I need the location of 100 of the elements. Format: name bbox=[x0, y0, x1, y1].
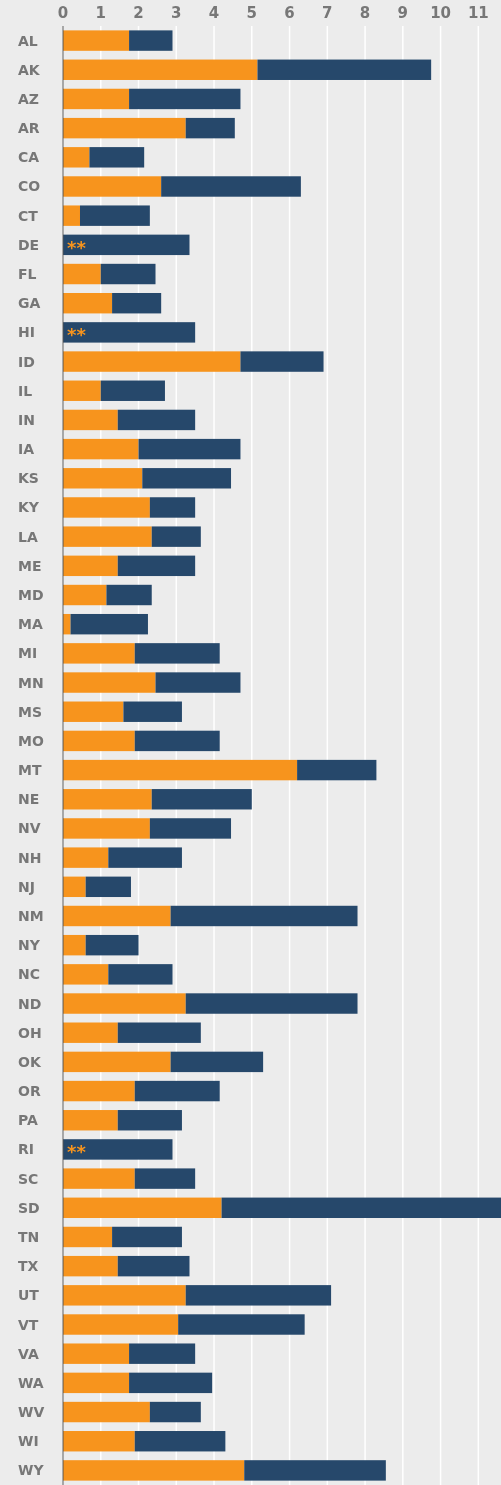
bar bbox=[63, 176, 162, 197]
bar bbox=[63, 1022, 118, 1043]
bar bbox=[63, 88, 130, 110]
bar bbox=[63, 993, 186, 1014]
y-tick-label: UT bbox=[18, 1287, 40, 1304]
bar bbox=[63, 438, 139, 460]
bar bbox=[100, 263, 156, 285]
y-tick-label: NE bbox=[18, 791, 40, 808]
y-tick-label: KS bbox=[18, 470, 39, 487]
bar bbox=[117, 555, 196, 577]
bar bbox=[63, 468, 143, 489]
bar bbox=[129, 1372, 213, 1394]
bar bbox=[63, 205, 80, 226]
y-tick-label: VT bbox=[18, 1316, 39, 1333]
bar bbox=[151, 789, 252, 810]
y-tick-label: KY bbox=[18, 499, 40, 516]
bar bbox=[63, 1285, 186, 1306]
y-tick-label: FL bbox=[18, 266, 37, 283]
y-tick-label: DE bbox=[18, 236, 40, 253]
y-tick-label: HI bbox=[18, 324, 35, 341]
y-tick-label: MS bbox=[18, 703, 43, 720]
text: ** bbox=[67, 324, 86, 346]
y-tick-label: ND bbox=[18, 995, 42, 1012]
bar bbox=[63, 1314, 179, 1335]
y-tick-label: AK bbox=[18, 61, 41, 78]
bar bbox=[63, 59, 258, 80]
bar bbox=[257, 59, 432, 80]
bar bbox=[221, 1197, 501, 1219]
y-tick-label: SC bbox=[18, 1170, 39, 1187]
bar bbox=[63, 526, 152, 547]
bar bbox=[63, 759, 298, 781]
bar bbox=[138, 438, 241, 460]
y-tick-label: AZ bbox=[18, 90, 39, 107]
y-tick-label: CA bbox=[18, 149, 40, 166]
bar bbox=[149, 497, 196, 518]
x-tick-label: 9 bbox=[397, 4, 409, 22]
bar bbox=[134, 1431, 226, 1452]
x-tick-label: 8 bbox=[359, 4, 371, 22]
bar bbox=[149, 818, 232, 839]
y-tick-label: TN bbox=[18, 1228, 40, 1245]
bar bbox=[63, 497, 150, 518]
bar bbox=[63, 117, 186, 139]
bar bbox=[170, 905, 358, 927]
bar bbox=[63, 30, 130, 51]
bar bbox=[63, 147, 90, 168]
bar bbox=[117, 409, 196, 431]
y-tick-label: NY bbox=[18, 937, 41, 954]
bar bbox=[155, 672, 241, 693]
bar bbox=[63, 847, 109, 868]
x-tick-label: 10 bbox=[430, 4, 452, 22]
bar bbox=[79, 205, 150, 226]
y-tick-label: MD bbox=[18, 587, 44, 604]
y-tick-label: VA bbox=[18, 1345, 39, 1362]
bar bbox=[63, 818, 150, 839]
bar bbox=[63, 1197, 222, 1219]
bar bbox=[63, 409, 118, 431]
bar bbox=[63, 1226, 113, 1248]
bar bbox=[63, 701, 124, 722]
bar bbox=[108, 964, 173, 985]
bar bbox=[129, 30, 173, 51]
bar bbox=[117, 1022, 201, 1043]
bar bbox=[63, 1051, 171, 1073]
bar bbox=[244, 1460, 386, 1481]
bar bbox=[161, 176, 301, 197]
bar bbox=[63, 293, 113, 314]
x-tick-label: 1 bbox=[95, 4, 106, 22]
bar bbox=[63, 1255, 118, 1277]
bar bbox=[63, 964, 109, 985]
x-tick-label: 4 bbox=[208, 4, 220, 22]
y-tick-label: NC bbox=[18, 966, 40, 983]
y-tick-label: IA bbox=[18, 441, 35, 458]
bar bbox=[134, 1168, 196, 1189]
text: ** bbox=[67, 236, 86, 258]
y-tick-label: MN bbox=[18, 674, 44, 691]
bar bbox=[63, 555, 118, 577]
bar bbox=[63, 351, 241, 372]
bar bbox=[297, 759, 377, 781]
y-tick-label: NJ bbox=[18, 878, 35, 895]
x-tick-label: 5 bbox=[246, 4, 258, 22]
bar bbox=[63, 934, 86, 956]
y-tick-label: PA bbox=[18, 1112, 38, 1129]
bar bbox=[63, 380, 101, 401]
bar bbox=[63, 1080, 135, 1102]
y-tick-label: WY bbox=[18, 1462, 45, 1479]
bar bbox=[112, 293, 162, 314]
x-tick-label: 11 bbox=[467, 4, 489, 22]
bar bbox=[85, 876, 131, 898]
y-tick-label: MO bbox=[18, 732, 44, 749]
y-tick-label: LA bbox=[18, 528, 38, 545]
bar bbox=[106, 584, 152, 606]
x-tick-label: 3 bbox=[171, 4, 182, 22]
y-tick-label: MI bbox=[18, 645, 38, 662]
bar bbox=[117, 1110, 182, 1131]
x-tick-label: 0 bbox=[57, 4, 69, 22]
bar bbox=[63, 1168, 135, 1189]
y-tick-label: CT bbox=[18, 207, 39, 224]
y-tick-label: NH bbox=[18, 849, 42, 866]
y-tick-label: ID bbox=[18, 353, 35, 370]
y-tick-label: CO bbox=[18, 178, 41, 195]
bar bbox=[134, 643, 220, 664]
